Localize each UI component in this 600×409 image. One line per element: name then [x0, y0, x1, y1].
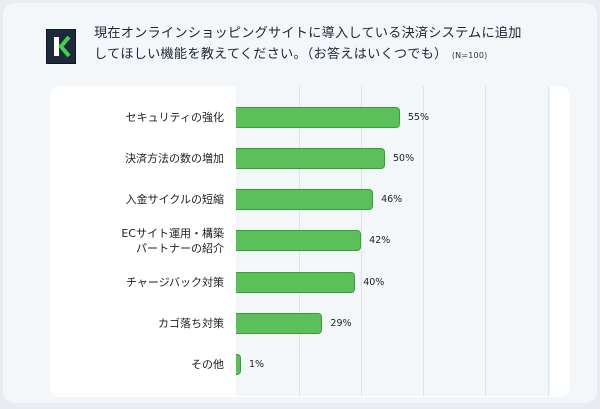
value-label: 29% — [330, 318, 352, 329]
chart-title: 現在オンラインショッピングサイトに導入している決済システムに追加 してほしい機能… — [94, 23, 574, 66]
sample-size: (N=100) — [451, 51, 488, 60]
category-label: 入金サイクルの短縮 — [125, 193, 224, 206]
gridline — [423, 86, 424, 396]
value-label: 40% — [363, 277, 385, 288]
bar — [236, 354, 241, 375]
value-label: 55% — [407, 112, 430, 123]
bar — [236, 148, 385, 169]
category-label: チャージバック対策 — [125, 276, 224, 289]
title-line-1: 現在オンラインショッピングサイトに導入している決済システムに追加 — [94, 26, 522, 41]
value-label: 1% — [249, 359, 265, 370]
gridline — [548, 86, 549, 396]
bar — [236, 272, 356, 293]
value-label: 42% — [369, 235, 391, 246]
title-line-2: してほしい機能を教えてください。（お答えはいくつでも） — [94, 47, 448, 62]
brand-logo — [46, 29, 76, 64]
bar — [236, 189, 374, 210]
bar — [236, 230, 362, 251]
value-label: 46% — [381, 194, 403, 205]
k-logo-icon — [54, 35, 71, 58]
category-label: セキュリティの強化 — [125, 111, 224, 124]
value-label: 50% — [393, 153, 415, 164]
category-label: 決済方法の数の増加 — [125, 152, 224, 165]
gridline — [361, 86, 362, 396]
category-label: その他 — [191, 358, 224, 371]
bar — [236, 107, 400, 128]
category-label: ECサイト運用・構築 パートナーの紹介 — [121, 227, 224, 255]
gridline — [485, 86, 486, 396]
bar — [236, 313, 323, 334]
category-label: カゴ落ち対策 — [158, 317, 224, 330]
